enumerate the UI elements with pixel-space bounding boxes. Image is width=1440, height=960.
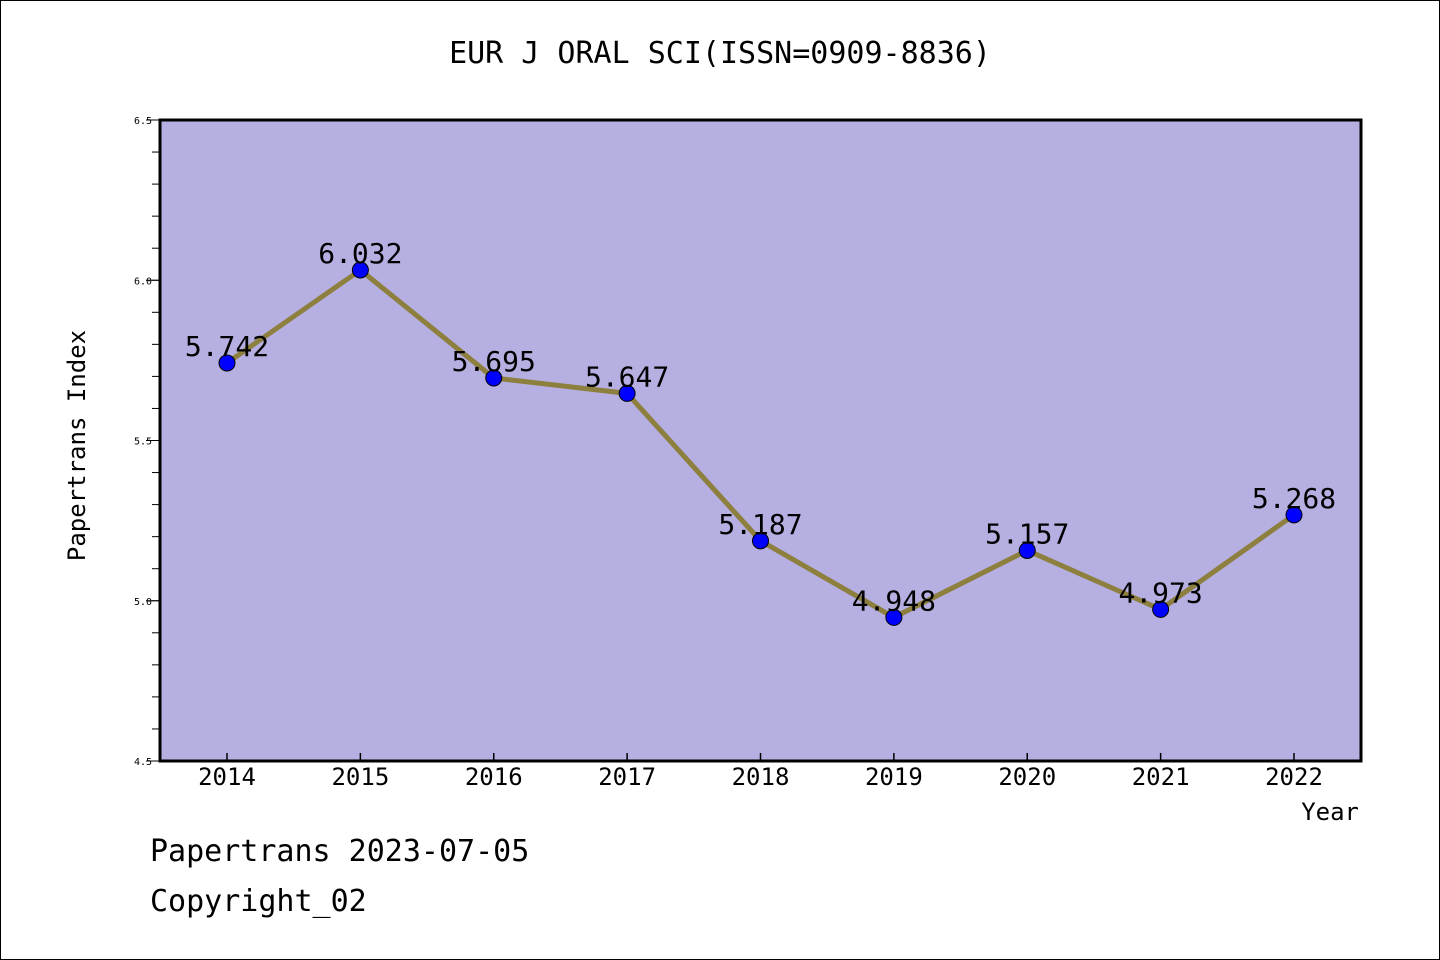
footer-date: Papertrans 2023-07-05 — [150, 834, 530, 869]
data-markers — [218, 261, 1303, 626]
data-label: 5.647 — [585, 360, 669, 393]
x-tick-label: 2014 — [198, 763, 256, 791]
data-point — [485, 369, 503, 387]
y-tick-label: 6.5 — [134, 116, 152, 127]
data-point — [218, 354, 236, 372]
x-tick-label: 2017 — [598, 763, 656, 791]
data-point — [1285, 506, 1303, 524]
y-tick-label: 5.5 — [134, 437, 152, 448]
y-tick-label: 5.0 — [134, 597, 152, 608]
data-point — [1018, 541, 1036, 559]
data-label: 5.742 — [185, 330, 269, 363]
x-tick-label: 2018 — [732, 763, 790, 791]
chart-title: EUR J ORAL SCI(ISSN=0909-8836) — [449, 36, 991, 71]
x-tick-label: 2015 — [331, 763, 389, 791]
data-label: 5.157 — [985, 517, 1069, 550]
x-tick-label: 2022 — [1265, 763, 1323, 791]
data-point — [752, 532, 769, 550]
y-axis-label: Papertrans Index — [63, 330, 91, 561]
x-tick-label: 2016 — [465, 763, 523, 791]
x-tick-label: 2020 — [998, 763, 1056, 791]
data-label: 6.032 — [318, 237, 402, 270]
data-point — [1152, 600, 1170, 618]
data-point — [351, 261, 369, 279]
y-axis-ticks: 4.5 5.0 5.5 6.0 6.5 — [134, 116, 160, 768]
data-label: 5.187 — [718, 508, 802, 541]
x-axis-label: Year — [1301, 798, 1359, 826]
data-label: 5.268 — [1252, 482, 1336, 515]
x-axis-ticks: 2014 2015 2016 2017 2018 2019 2020 2021 2022 — [198, 753, 1323, 791]
x-tick-label: 2019 — [865, 763, 923, 791]
data-labels: 5.742 6.032 5.695 5.647 5.187 4.948 5.157 4.973… — [185, 237, 1336, 617]
footer-copyright: Copyright_02 — [150, 884, 367, 919]
y-tick-label: 6.0 — [134, 276, 152, 287]
plot-border — [158, 118, 1363, 763]
plot-area — [160, 120, 1361, 761]
data-label: 4.973 — [1118, 576, 1202, 609]
data-label: 5.695 — [452, 345, 536, 378]
y-tick-label: 4.5 — [134, 757, 152, 768]
data-label: 4.948 — [852, 584, 936, 617]
data-point — [885, 608, 903, 626]
x-tick-label: 2021 — [1132, 763, 1190, 791]
data-point — [618, 384, 636, 402]
